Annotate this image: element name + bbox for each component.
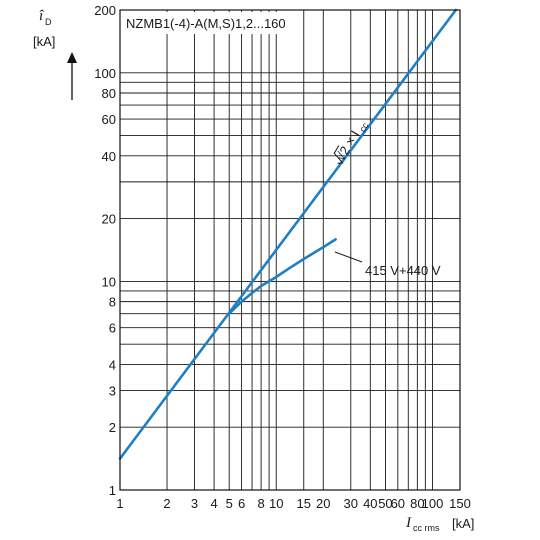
sqrt-sign-icon (333, 145, 344, 164)
svg-text:cc rms: cc rms (413, 523, 440, 533)
y-tick-label: 1 (109, 483, 116, 498)
svg-text:cc: cc (357, 120, 370, 133)
svg-text:[kA]: [kA] (33, 34, 55, 49)
svg-text:I: I (405, 515, 412, 531)
x-tick-label: 6 (238, 496, 245, 511)
x-tick-label: 20 (316, 496, 330, 511)
x-tick-label: 100 (422, 496, 444, 511)
x-tick-label: 3 (191, 496, 198, 511)
y-tick-label: 3 (109, 383, 116, 398)
series-layer (118, 8, 458, 460)
y-tick-label: 6 (109, 321, 116, 336)
series-line-1 (118, 8, 458, 460)
y-tick-label: 20 (102, 212, 116, 227)
svg-text:√2 × I: √2 × I (333, 128, 363, 164)
svg-text:D: D (45, 17, 52, 27)
y-tick-label: 8 (109, 295, 116, 310)
x-tick-label: 50 (378, 496, 392, 511)
x-tick-label: 150 (449, 496, 471, 511)
x-tick-label: 8 (257, 496, 264, 511)
y-tick-label: 40 (102, 149, 116, 164)
y-tick-label: 10 (102, 274, 116, 289)
y-tick-label: 100 (94, 66, 116, 81)
y-tick-label: 80 (102, 86, 116, 101)
y-tick-label: 2 (109, 420, 116, 435)
y-axis-label: î D [kA] (33, 8, 77, 100)
x-tick-label: 60 (391, 496, 405, 511)
plot-border (119, 9, 461, 491)
plot-frame (119, 9, 461, 491)
series-label-415-440v: 415 V+440 V (365, 263, 441, 278)
y-tick-label: 200 (94, 3, 116, 18)
x-tick-label: 4 (210, 496, 217, 511)
x-tick-label: 80 (410, 496, 424, 511)
chart-title: NZMB1(-4)-A(M,S)1,2...160 (126, 16, 286, 31)
svg-text:[kA]: [kA] (452, 516, 474, 531)
x-tick-label: 15 (297, 496, 311, 511)
y-tick-label: 60 (102, 112, 116, 127)
grid (119, 9, 461, 491)
x-tick-label: 2 (163, 496, 170, 511)
x-tick-label: 40 (363, 496, 377, 511)
x-tick-label: 30 (344, 496, 358, 511)
y-tick-label: 4 (109, 357, 116, 372)
x-tick-label: 10 (269, 496, 283, 511)
series-line-2 (226, 238, 337, 317)
svg-text:î: î (39, 8, 44, 24)
x-tick-label: 1 (116, 496, 123, 511)
y-axis-arrow-icon (67, 52, 77, 63)
title-background (122, 12, 298, 34)
y-tick-labels: 1 2 3 4 6 8 10 20 40 60 80 100 200 (94, 3, 116, 498)
x-axis-label: I cc rms [kA] (405, 515, 474, 533)
series-label-leader-line (334, 251, 363, 263)
x-tick-label: 5 (226, 496, 233, 511)
